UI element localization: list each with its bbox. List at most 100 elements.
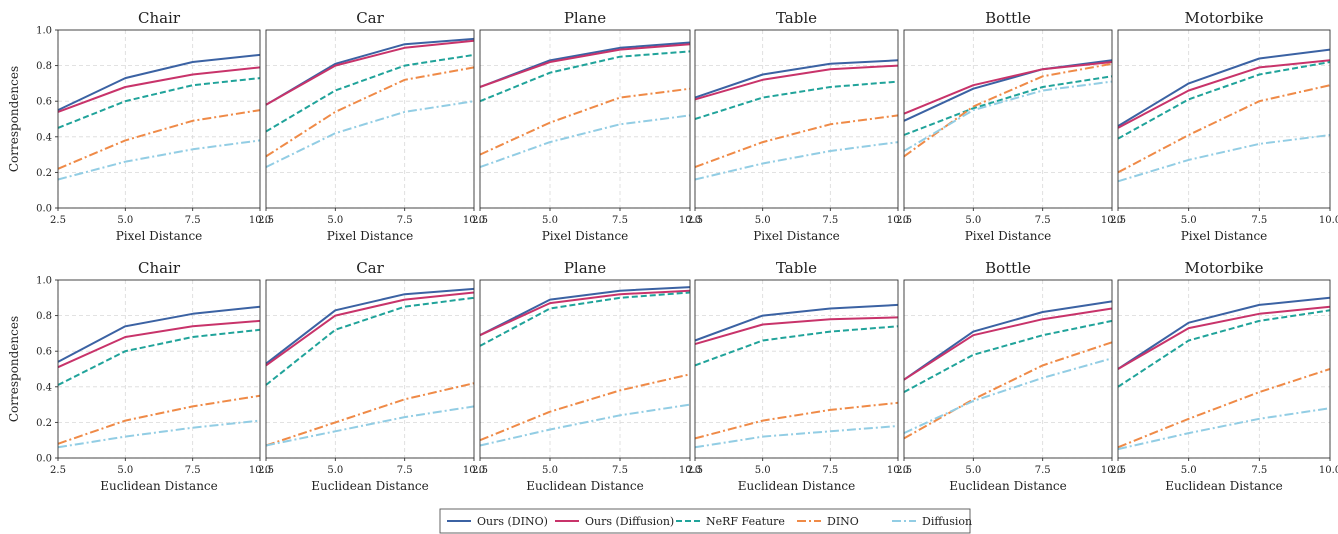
series-line <box>903 80 1113 152</box>
y-tick-label: 0.8 <box>36 311 52 322</box>
chart-panel: Bottle 2.5 5.0 7.5 10.0 Euclidean Distance <box>896 259 1123 493</box>
y-tick-label: 0.8 <box>36 61 52 72</box>
x-tick-label: 10.0 <box>1101 215 1123 226</box>
chart-panel: Motorbike 2.5 5.0 7.5 10.0 Euclidean Distance <box>1110 259 1338 493</box>
series-line <box>265 291 475 367</box>
series-line <box>57 66 261 113</box>
series-line <box>479 50 691 103</box>
x-tick-label: 10.0 <box>679 215 701 226</box>
y-tick-label: 0.4 <box>36 132 52 143</box>
x-tick-label: 10.0 <box>463 465 485 476</box>
series-line <box>57 77 261 129</box>
series-line <box>1117 309 1331 388</box>
x-tick-label: 2.5 <box>50 465 66 476</box>
axes-frame <box>57 279 261 459</box>
x-tick-label: 5.0 <box>542 465 558 476</box>
series-line <box>694 114 899 169</box>
legend-label: NeRF Feature <box>706 515 785 528</box>
panel-title: Motorbike <box>1185 9 1264 27</box>
chart-panel: Chair 2.5 5.0 7.5 10.0 0.0 0.2 0.4 0.6 0.8 1.0 Eucl… <box>7 259 271 493</box>
series-line <box>903 300 1113 381</box>
chart-panels: Chair 2.5 5.0 7.5 10.0 0.0 0.2 0.4 0.6 0.8 1.0 Pixe… <box>7 9 1338 493</box>
series-line <box>1117 305 1331 370</box>
chart-panel: Plane 2.5 5.0 7.5 10.0 Euclidean Distance <box>472 259 701 493</box>
panel-title: Car <box>356 9 384 27</box>
panel-title: Chair <box>138 9 181 27</box>
x-tick-label: 10.0 <box>887 215 909 226</box>
series-line <box>57 319 261 369</box>
x-tick-label: 5.0 <box>1181 215 1197 226</box>
x-axis-label: Euclidean Distance <box>526 479 644 493</box>
y-tick-label: 0.4 <box>36 382 52 393</box>
legend-label: Ours (Diffusion) <box>585 515 674 528</box>
x-tick-label: 5.0 <box>755 215 771 226</box>
x-tick-label: 2.5 <box>472 465 488 476</box>
x-tick-label: 2.5 <box>1110 465 1126 476</box>
x-tick-label: 10.0 <box>249 215 271 226</box>
series-line <box>694 141 899 181</box>
series-line <box>694 303 899 342</box>
series-line <box>265 296 475 386</box>
x-axis-label: Euclidean Distance <box>100 479 218 493</box>
y-tick-label: 0.6 <box>36 97 52 108</box>
series-line <box>479 87 691 156</box>
series-line <box>479 289 691 337</box>
panel-title: Chair <box>138 259 181 277</box>
x-tick-label: 2.5 <box>896 465 912 476</box>
x-tick-label: 2.5 <box>258 465 274 476</box>
axes-frame <box>57 29 261 209</box>
x-tick-label: 7.5 <box>1251 215 1267 226</box>
series-line <box>1117 368 1331 449</box>
x-tick-label: 2.5 <box>1110 215 1126 226</box>
x-tick-label: 7.5 <box>397 215 413 226</box>
series-line <box>1117 407 1331 451</box>
axes-frame <box>694 29 899 209</box>
series-line <box>694 80 899 120</box>
x-axis-label: Pixel Distance <box>542 229 629 243</box>
series-line <box>1117 296 1331 370</box>
axes-frame <box>265 279 475 459</box>
x-tick-label: 7.5 <box>612 215 628 226</box>
panel-title: Motorbike <box>1185 259 1264 277</box>
x-tick-label: 2.5 <box>258 215 274 226</box>
series-line <box>1117 84 1331 174</box>
series-line <box>903 61 1113 115</box>
x-axis-label: Euclidean Distance <box>738 479 856 493</box>
axes-frame <box>1117 279 1331 459</box>
x-tick-label: 10.0 <box>1319 465 1338 476</box>
y-axis-label: Correspondences <box>7 316 21 422</box>
series-line <box>479 43 691 88</box>
x-tick-label: 7.5 <box>822 465 838 476</box>
x-tick-label: 5.0 <box>755 465 771 476</box>
legend-label: DINO <box>827 515 859 528</box>
x-tick-label: 2.5 <box>896 215 912 226</box>
panel-title: Plane <box>564 9 606 27</box>
x-axis-label: Euclidean Distance <box>949 479 1067 493</box>
y-tick-label: 0.2 <box>36 168 52 179</box>
axes-frame <box>903 29 1113 209</box>
x-tick-label: 5.0 <box>327 465 343 476</box>
x-tick-label: 10.0 <box>1319 215 1338 226</box>
series-line <box>265 100 475 168</box>
y-tick-label: 0.6 <box>36 347 52 358</box>
series-line <box>903 357 1113 435</box>
series-line <box>1117 134 1331 183</box>
x-tick-label: 5.0 <box>965 465 981 476</box>
x-axis-label: Euclidean Distance <box>311 479 429 493</box>
series-line <box>265 39 475 106</box>
panel-title: Table <box>776 9 817 27</box>
series-line <box>694 59 899 99</box>
x-tick-label: 7.5 <box>185 465 201 476</box>
x-tick-label: 2.5 <box>472 215 488 226</box>
y-tick-label: 1.0 <box>36 276 52 287</box>
legend: Ours (DINO) Ours (Diffusion) NeRF Feature D… <box>439 508 972 534</box>
x-tick-label: 5.0 <box>117 465 133 476</box>
series-line <box>57 305 261 363</box>
series-line <box>479 403 691 447</box>
x-tick-label: 7.5 <box>397 465 413 476</box>
axes-frame <box>479 279 691 459</box>
x-tick-label: 5.0 <box>117 215 133 226</box>
y-tick-label: 0.0 <box>36 204 52 215</box>
chart-panel: Chair 2.5 5.0 7.5 10.0 0.0 0.2 0.4 0.6 0.8 1.0 Pixe… <box>7 9 271 243</box>
series-line <box>903 307 1113 381</box>
